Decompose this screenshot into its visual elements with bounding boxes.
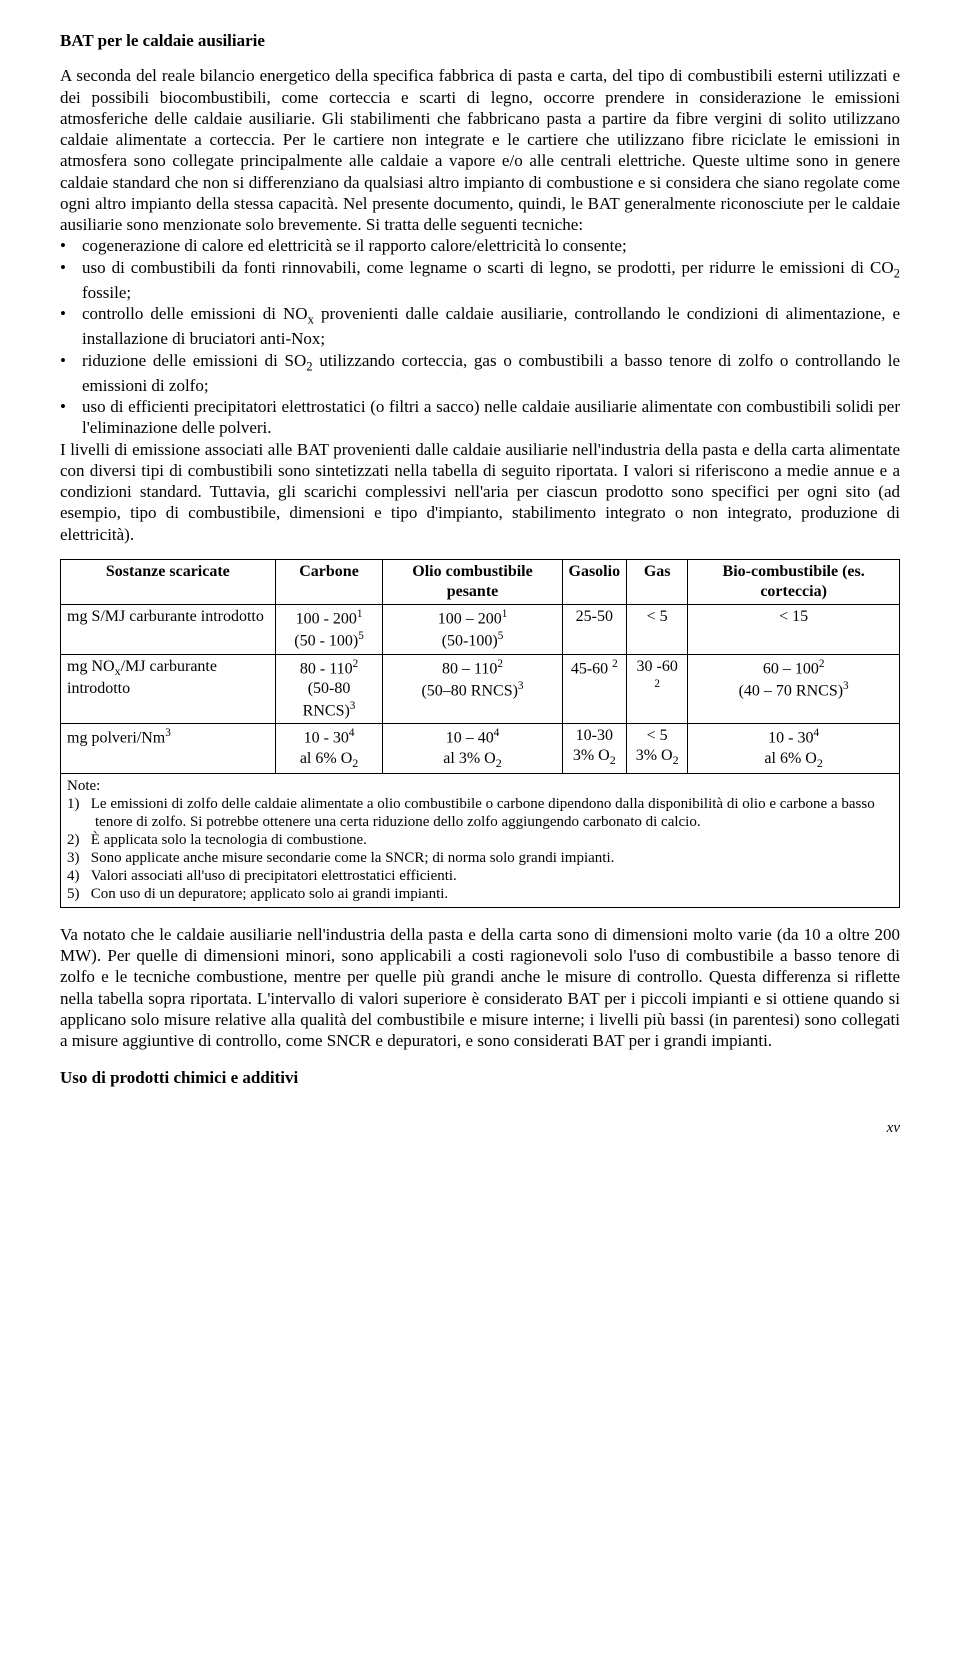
list-text: uso di combustibili da fonti rinnovabili…	[82, 258, 894, 277]
emission-paragraph: I livelli di emissione associati alle BA…	[60, 439, 900, 545]
list-item: uso di efficienti precipitatori elettros…	[60, 396, 900, 439]
cell: 10-303% O2	[562, 724, 627, 774]
col-header: Sostanze scaricate	[61, 559, 276, 604]
cell: 10 - 304al 6% O2	[275, 724, 383, 774]
cell: < 15	[688, 604, 900, 654]
page-number: xv	[60, 1119, 900, 1138]
cell: 100 - 2001(50 - 100)5	[275, 604, 383, 654]
list-text: riduzione delle emissioni di SO	[82, 351, 306, 370]
list-item: uso di combustibili da fonti rinnovabili…	[60, 257, 900, 304]
intro-paragraph: A seconda del reale bilancio energetico …	[60, 65, 900, 235]
table-header-row: Sostanze scaricate Carbone Olio combusti…	[61, 559, 900, 604]
note-item: 1) Le emissioni di zolfo delle caldaie a…	[67, 795, 893, 831]
note-item: 3) Sono applicate anche misure secondari…	[67, 849, 893, 867]
subsection-title: Uso di prodotti chimici e additivi	[60, 1067, 900, 1088]
row-label: mg NOx/MJ carburante introdotto	[61, 654, 276, 724]
row-label: mg polveri/Nm3	[61, 724, 276, 774]
row-label: mg S/MJ carburante introdotto	[61, 604, 276, 654]
closing-paragraph: Va notato che le caldaie ausiliarie nell…	[60, 924, 900, 1052]
cell: 100 – 2001(50-100)5	[383, 604, 562, 654]
emissions-table: Sostanze scaricate Carbone Olio combusti…	[60, 559, 900, 774]
list-text: uso di efficienti precipitatori elettros…	[82, 397, 900, 437]
table-row: mg S/MJ carburante introdotto 100 - 2001…	[61, 604, 900, 654]
cell: 60 – 1002(40 – 70 RNCS)3	[688, 654, 900, 724]
cell: < 5	[627, 604, 688, 654]
cell: 30 -60 2	[627, 654, 688, 724]
cell: 45-60 2	[562, 654, 627, 724]
list-text: fossile;	[82, 283, 131, 302]
col-header: Bio-combustibile (es. corteccia)	[688, 559, 900, 604]
col-header: Olio combustibile pesante	[383, 559, 562, 604]
table-row: mg NOx/MJ carburante introdotto 80 - 110…	[61, 654, 900, 724]
list-item: cogenerazione di calore ed elettricità s…	[60, 235, 900, 256]
table-notes: Note: 1) Le emissioni di zolfo delle cal…	[60, 774, 900, 908]
list-item: controllo delle emissioni di NOx proveni…	[60, 303, 900, 350]
notes-title: Note:	[67, 777, 893, 795]
list-item: riduzione delle emissioni di SO2 utilizz…	[60, 350, 900, 397]
technique-list: cogenerazione di calore ed elettricità s…	[60, 235, 900, 438]
note-item: 4) Valori associati all'uso di precipita…	[67, 867, 893, 885]
col-header: Gasolio	[562, 559, 627, 604]
cell: 10 – 404al 3% O2	[383, 724, 562, 774]
col-header: Carbone	[275, 559, 383, 604]
cell: 80 - 1102(50-80 RNCS)3	[275, 654, 383, 724]
note-item: 2) È applicata solo la tecnologia di com…	[67, 831, 893, 849]
table-row: mg polveri/Nm3 10 - 304al 6% O2 10 – 404…	[61, 724, 900, 774]
cell: < 53% O2	[627, 724, 688, 774]
cell: 10 - 304al 6% O2	[688, 724, 900, 774]
cell: 25-50	[562, 604, 627, 654]
list-text: controllo delle emissioni di NO	[82, 304, 308, 323]
cell: 80 – 1102(50–80 RNCS)3	[383, 654, 562, 724]
note-item: 5) Con uso di un depuratore; applicato s…	[67, 885, 893, 903]
col-header: Gas	[627, 559, 688, 604]
subscript: 2	[894, 266, 900, 280]
list-text: cogenerazione di calore ed elettricità s…	[82, 236, 627, 255]
section-title: BAT per le caldaie ausiliarie	[60, 30, 900, 51]
